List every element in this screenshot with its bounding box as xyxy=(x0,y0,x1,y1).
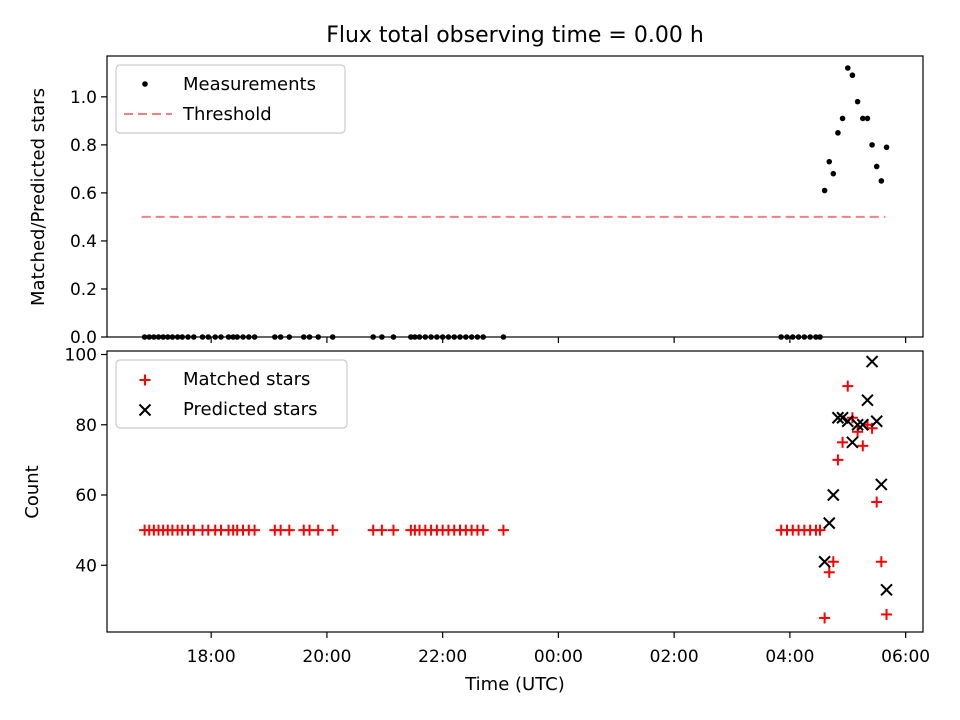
matched-star-point xyxy=(881,608,893,620)
matched-star-point xyxy=(823,566,835,578)
x-tick-label: 06:00 xyxy=(881,647,930,667)
y-tick-label: 100 xyxy=(65,346,97,366)
matched-star-point xyxy=(832,454,844,466)
top-legend: Measurements Threshold xyxy=(115,64,346,134)
y-tick-label: 80 xyxy=(75,416,97,436)
y-tick-label: 0.0 xyxy=(70,328,97,348)
matched-star-point xyxy=(871,496,883,508)
bottom-panel: 40 60 80 100 18:00 20:00 22:00 00:00 02:00 04:00… xyxy=(22,346,930,695)
top-panel: 0.0 0.2 0.4 0.6 0.8 1.0 Matched/Predicted sta… xyxy=(28,55,924,348)
bottom-y-ticks: 40 60 80 100 xyxy=(65,346,107,576)
bottom-legend-frame xyxy=(115,359,348,429)
measurement-point xyxy=(844,65,851,71)
y-tick-label: 0.4 xyxy=(70,232,97,252)
predicted-star-point xyxy=(818,555,831,568)
y-tick-label: 0.8 xyxy=(70,136,97,156)
measurement-point xyxy=(864,115,871,122)
legend-measurements-label: Measurements xyxy=(183,74,316,95)
legend-predicted-marker xyxy=(138,403,152,417)
bottom-x-ticks: 18:00 20:00 22:00 00:00 02:00 04:00 06:00 xyxy=(187,632,930,667)
matched-star-point xyxy=(827,556,839,568)
bottom-axes-frame xyxy=(106,350,924,633)
x-tick-label: 18:00 xyxy=(187,647,236,667)
x-tick-label: 20:00 xyxy=(302,647,351,667)
legend-matched-marker xyxy=(139,374,151,386)
measurement-point xyxy=(883,144,890,151)
matched-star-point xyxy=(327,524,339,536)
y-tick-label: 0.2 xyxy=(70,280,97,300)
measurement-point xyxy=(869,142,875,148)
legend-threshold-label: Threshold xyxy=(182,104,272,125)
top-y-ticks: 0.0 0.2 0.4 0.6 0.8 1.0 xyxy=(70,88,107,348)
y-tick-label: 0.6 xyxy=(70,184,97,204)
y-tick-label: 1.0 xyxy=(70,88,97,108)
x-tick-label: 00:00 xyxy=(534,647,583,667)
legend-measurement-marker xyxy=(142,81,148,87)
matched-star-point xyxy=(376,524,388,536)
measurement-point xyxy=(860,115,866,122)
matched-star-point xyxy=(842,380,854,392)
measurement-point xyxy=(878,178,885,184)
bottom-y-axis-label: Count xyxy=(22,465,43,518)
matched-star-point xyxy=(497,524,509,536)
matched-star-point xyxy=(249,524,261,536)
legend-predicted-x xyxy=(138,403,152,417)
measurement-point xyxy=(830,170,837,177)
legend-predicted-label: Predicted stars xyxy=(183,399,317,420)
matched-star-point xyxy=(387,524,399,536)
x-tick-label: 22:00 xyxy=(418,647,467,667)
top-axes-frame xyxy=(106,55,924,338)
top-x-ticks xyxy=(210,337,907,343)
predicted-star-point xyxy=(870,415,883,428)
x-tick-label: 04:00 xyxy=(765,647,814,667)
predicted-stars-points xyxy=(818,355,893,597)
matched-star-point xyxy=(477,524,489,536)
legend-matched-label: Matched stars xyxy=(183,369,310,390)
measurement-point xyxy=(839,115,846,122)
top-y-axis-label: Matched/Predicted stars xyxy=(28,88,49,306)
chart-title: Flux total observing time = 0.00 h xyxy=(326,23,704,48)
predicted-star-point xyxy=(856,418,870,431)
x-tick-label: 02:00 xyxy=(650,647,699,667)
predicted-star-point xyxy=(875,478,888,491)
measurement-point xyxy=(854,98,861,105)
matched-star-point xyxy=(852,426,864,438)
predicted-star-point xyxy=(861,393,874,407)
top-legend-frame xyxy=(115,64,346,134)
predicted-star-point xyxy=(831,411,845,424)
predicted-star-point xyxy=(865,355,879,368)
predicted-star-point xyxy=(846,436,859,449)
matched-star-point xyxy=(814,524,826,536)
predicted-star-point xyxy=(851,418,864,431)
matched-star-point xyxy=(875,556,887,568)
y-tick-label: 60 xyxy=(75,486,97,506)
predicted-star-point xyxy=(880,583,893,597)
measurement-point xyxy=(849,72,856,79)
measurement-point xyxy=(826,158,833,165)
measurement-point xyxy=(873,163,880,170)
predicted-star-point xyxy=(827,488,840,502)
matched-stars-points xyxy=(139,380,893,624)
matched-star-point xyxy=(312,524,324,536)
bottom-legend: Matched stars Predicted stars xyxy=(115,359,348,429)
predicted-star-point xyxy=(823,516,836,530)
matched-star-point xyxy=(857,440,869,452)
bottom-x-axis-label: Time (UTC) xyxy=(464,674,565,695)
measurement-point xyxy=(835,130,841,136)
matched-star-point xyxy=(837,436,849,448)
matched-star-point xyxy=(283,524,295,536)
y-tick-label: 40 xyxy=(75,556,97,576)
legend-matched-plus xyxy=(139,374,151,386)
matched-star-point xyxy=(819,612,831,624)
predicted-star-point xyxy=(841,415,854,428)
measurement-point xyxy=(821,187,828,194)
